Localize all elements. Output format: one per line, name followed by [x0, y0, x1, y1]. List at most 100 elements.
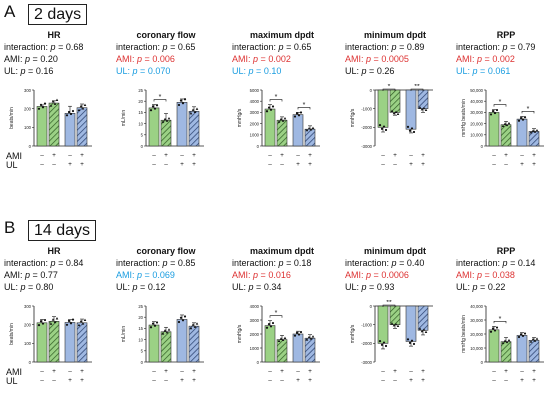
data-point: [79, 104, 83, 108]
data-point: [77, 323, 81, 327]
stat-line: interaction: p = 0.89: [345, 42, 424, 53]
y-axis-label: mmHg beats/min: [461, 315, 467, 353]
data-point: [533, 130, 537, 133]
p-symbol: p: [20, 66, 26, 76]
data-point: [495, 108, 499, 112]
data-point: [408, 341, 412, 344]
data-point: [394, 110, 398, 113]
data-point: [67, 319, 71, 322]
data-bar: [304, 337, 316, 363]
data-point: [517, 119, 521, 122]
data-point: [39, 103, 43, 106]
stat-line: AMI: p = 0.20: [4, 54, 58, 65]
p-value: 0.85: [177, 258, 196, 268]
data-bar: [64, 113, 76, 147]
data-point: [295, 112, 299, 115]
p-value: 0.0005: [381, 54, 409, 64]
bar-chart: 0 100 200 300 beats/min – – + – – + + +: [9, 88, 92, 168]
p-symbol: p: [477, 270, 483, 280]
data-point: [392, 111, 396, 115]
data-point: [307, 127, 311, 130]
ami-row-label: AMI: [6, 151, 23, 161]
stat-line: AMI: p = 0.0006: [345, 270, 409, 281]
y-tick-label: 10,000: [470, 346, 483, 351]
data-point: [305, 128, 309, 132]
data-point: [293, 115, 297, 118]
y-tick-label: 0: [141, 144, 144, 149]
stat-separator: :: [157, 258, 163, 268]
data-point: [189, 111, 193, 115]
stat-name: UL: [4, 66, 16, 76]
ami-indicator: –: [40, 152, 44, 159]
p-symbol: p: [278, 258, 284, 268]
p-value: 0.79: [517, 42, 536, 52]
ami-indicator: +: [52, 368, 56, 375]
stat-separator: :: [497, 42, 503, 52]
data-bar: [405, 305, 417, 342]
stat-name: UL: [232, 282, 244, 292]
ami-indicator: –: [520, 368, 524, 375]
data-point: [53, 102, 57, 105]
data-point: [507, 338, 511, 342]
data-point: [43, 318, 47, 322]
equals-sign: =: [396, 42, 407, 52]
stat-separator: :: [497, 258, 503, 268]
stat-separator: :: [361, 54, 367, 64]
data-point: [408, 129, 412, 132]
bar-chart: 0 -1000 -2000 -3000 mmHg/s ** – – + – – + + +: [350, 300, 433, 384]
equals-sign: =: [477, 282, 488, 292]
ul-indicator: –: [40, 377, 44, 384]
p-symbol: p: [391, 42, 397, 52]
p-value: 0.038: [492, 270, 515, 280]
p-symbol: p: [50, 42, 56, 52]
data-point: [37, 107, 41, 110]
stat-separator: :: [132, 270, 138, 280]
data-point: [181, 319, 185, 322]
stat-line: interaction: p = 0.65: [116, 42, 195, 53]
stat-name: interaction: [232, 42, 274, 52]
ul-indicator: +: [296, 377, 300, 384]
p-value: 0.10: [263, 66, 282, 76]
data-point: [394, 322, 398, 326]
data-point: [384, 344, 388, 348]
p-value: 0.12: [147, 282, 166, 292]
significance-bracket: [382, 88, 396, 91]
ul-indicator: +: [296, 161, 300, 168]
data-bar: [264, 108, 276, 147]
data-point: [279, 337, 283, 340]
panel-letter: B: [4, 218, 16, 237]
data-point: [41, 106, 45, 109]
y-tick-label: 25: [138, 304, 143, 309]
ul-indicator: +: [308, 161, 312, 168]
stat-separator: :: [157, 42, 163, 52]
chart-title: coronary flow: [136, 246, 196, 256]
ul-indicator: –: [280, 161, 284, 168]
ul-indicator: +: [68, 377, 72, 384]
stat-name: UL: [4, 282, 16, 292]
equals-sign: =: [366, 66, 377, 76]
ul-indicator: +: [80, 161, 84, 168]
data-point: [193, 110, 197, 113]
data-point: [503, 122, 507, 125]
y-tick-label: 0: [481, 144, 484, 149]
stat-line: UL: p = 0.93: [345, 282, 394, 293]
stat-line: interaction: p = 0.40: [345, 258, 424, 269]
data-point: [299, 330, 303, 334]
p-symbol: p: [366, 54, 372, 64]
y-tick-label: 0: [481, 360, 484, 365]
p-symbol: p: [472, 66, 478, 76]
chart-title: HR: [47, 30, 61, 40]
data-point: [265, 110, 269, 113]
data-point: [267, 323, 271, 326]
data-point: [195, 107, 199, 110]
p-value: 0.40: [406, 258, 425, 268]
equals-sign: =: [482, 270, 493, 280]
data-point: [149, 326, 153, 329]
y-tick-label: 0: [257, 144, 260, 149]
data-bar: [76, 107, 88, 147]
ul-indicator: –: [164, 377, 168, 384]
ul-indicator: +: [409, 377, 413, 384]
data-point: [535, 337, 539, 340]
data-point: [420, 329, 424, 333]
equals-sign: =: [507, 258, 518, 268]
